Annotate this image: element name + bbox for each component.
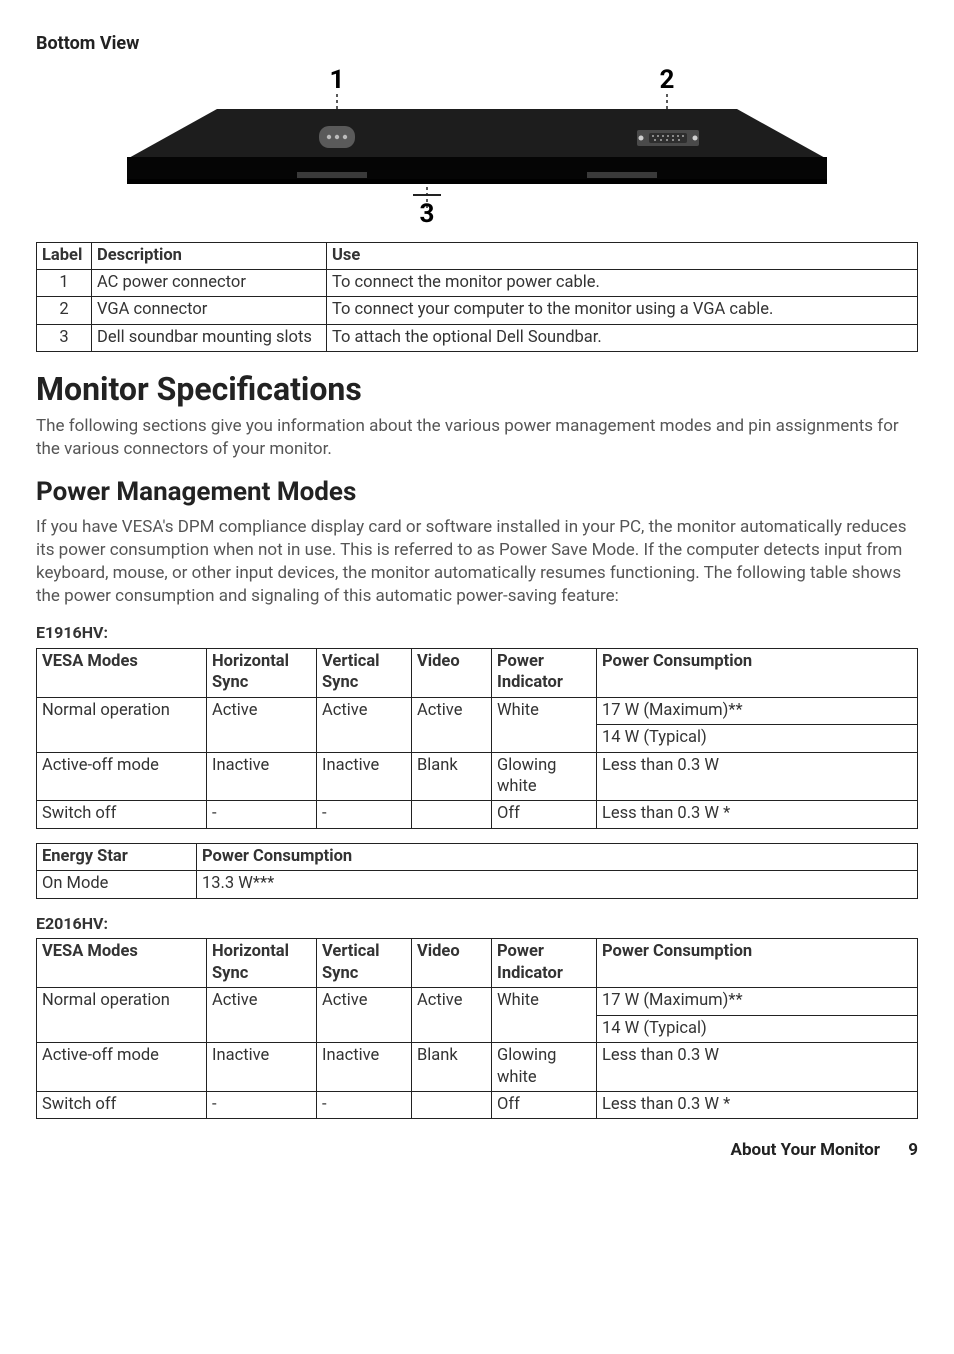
th-label: Label (37, 242, 92, 269)
vesa-table: VESA Modes Horizontal Sync Vertical Sync… (36, 938, 918, 1119)
cell: - (317, 1091, 412, 1118)
cell: On Mode (37, 871, 197, 898)
cell: Off (492, 1091, 597, 1118)
cell: Less than 0.3 W (597, 752, 918, 801)
vesa-table: VESA Modes Horizontal Sync Vertical Sync… (36, 648, 918, 829)
cell: 17 W (Maximum)** (597, 988, 918, 1015)
th-energy-star: Energy Star (37, 843, 197, 870)
th-vsync: Vertical Sync (317, 939, 412, 988)
model-label: E2016HV: (36, 913, 918, 935)
th-power-cons: Power Consumption (597, 648, 918, 697)
th-power-cons: Power Consumption (197, 843, 918, 870)
page-footer: About Your Monitor 9 (36, 1139, 918, 1162)
table-row: 3 Dell soundbar mounting slots To attach… (37, 324, 918, 351)
cell: Active (317, 988, 412, 1043)
callout-3: 3 (420, 199, 435, 224)
cell: Active-off mode (37, 752, 207, 801)
model-label: E1916HV: (36, 622, 918, 644)
cell-label: 1 (37, 269, 92, 296)
cell: 13.3 W*** (197, 871, 918, 898)
th-vesa-modes: VESA Modes (37, 648, 207, 697)
table-row: Active-off mode Inactive Inactive Blank … (37, 752, 918, 801)
th-power-ind: Power Indicator (492, 648, 597, 697)
monitor-bottom-svg: 1 2 3 (97, 64, 857, 224)
cell: Inactive (207, 1043, 317, 1092)
table-row: Normal operation Active Active Active Wh… (37, 697, 918, 724)
page-number: 9 (908, 1140, 918, 1160)
monitor-specifications-title: Monitor Specifications (36, 368, 918, 411)
th-hsync: Horizontal Sync (207, 939, 317, 988)
cell: Less than 0.3 W (597, 1043, 918, 1092)
cell (412, 1091, 492, 1118)
cell-use: To connect the monitor power cable. (327, 269, 918, 296)
cell: Active (207, 697, 317, 752)
monitor-specifications-intro: The following sections give you informat… (36, 415, 918, 461)
cell-desc: VGA connector (92, 297, 327, 324)
cell: Blank (412, 752, 492, 801)
cell: Blank (412, 1043, 492, 1092)
cell: Switch off (37, 801, 207, 828)
callout-2: 2 (660, 65, 675, 95)
cell: Inactive (317, 752, 412, 801)
th-power-ind: Power Indicator (492, 939, 597, 988)
cell: White (492, 697, 597, 752)
label-description-table: Label Description Use 1 AC power connect… (36, 242, 918, 353)
bottom-view-diagram: 1 2 3 (36, 64, 918, 229)
table-row: Switch off - - Off Less than 0.3 W * (37, 1091, 918, 1118)
cell: - (317, 801, 412, 828)
th-power-cons: Power Consumption (597, 939, 918, 988)
th-hsync: Horizontal Sync (207, 648, 317, 697)
th-vsync: Vertical Sync (317, 648, 412, 697)
cell: Active-off mode (37, 1043, 207, 1092)
cell: Active (412, 697, 492, 752)
cell: 14 W (Typical) (597, 1015, 918, 1042)
cell: Off (492, 801, 597, 828)
cell: - (207, 801, 317, 828)
cell: White (492, 988, 597, 1043)
cell: Less than 0.3 W * (597, 1091, 918, 1118)
cell: 14 W (Typical) (597, 725, 918, 752)
cell-use: To attach the optional Dell Soundbar. (327, 324, 918, 351)
power-management-modes-text: If you have VESA's DPM compliance displa… (36, 516, 918, 608)
cell: - (207, 1091, 317, 1118)
cell: Glowing white (492, 752, 597, 801)
cell: Normal operation (37, 697, 207, 752)
footer-section-title: About Your Monitor (731, 1140, 881, 1160)
th-video: Video (412, 648, 492, 697)
cell-label: 2 (37, 297, 92, 324)
cell-use: To connect your computer to the monitor … (327, 297, 918, 324)
th-vesa-modes: VESA Modes (37, 939, 207, 988)
table-row: Normal operation Active Active Active Wh… (37, 988, 918, 1015)
th-description: Description (92, 242, 327, 269)
cell (412, 801, 492, 828)
cell: Inactive (317, 1043, 412, 1092)
th-use: Use (327, 242, 918, 269)
th-video: Video (412, 939, 492, 988)
cell: Active (317, 697, 412, 752)
cell: Active (207, 988, 317, 1043)
table-row: Switch off - - Off Less than 0.3 W * (37, 801, 918, 828)
energy-star-table: Energy Star Power Consumption On Mode 13… (36, 843, 918, 899)
cell-desc: AC power connector (92, 269, 327, 296)
table-row: Active-off mode Inactive Inactive Blank … (37, 1043, 918, 1092)
cell-label: 3 (37, 324, 92, 351)
cell-desc: Dell soundbar mounting slots (92, 324, 327, 351)
cell: 17 W (Maximum)** (597, 697, 918, 724)
power-management-modes-title: Power Management Modes (36, 475, 918, 510)
table-row: 2 VGA connector To connect your computer… (37, 297, 918, 324)
cell: Inactive (207, 752, 317, 801)
cell: Switch off (37, 1091, 207, 1118)
callout-1: 1 (330, 65, 345, 95)
cell: Glowing white (492, 1043, 597, 1092)
bottom-view-heading: Bottom View (36, 32, 918, 56)
table-row: On Mode 13.3 W*** (37, 871, 918, 898)
cell: Normal operation (37, 988, 207, 1043)
cell: Active (412, 988, 492, 1043)
cell: Less than 0.3 W * (597, 801, 918, 828)
table-row: 1 AC power connector To connect the moni… (37, 269, 918, 296)
